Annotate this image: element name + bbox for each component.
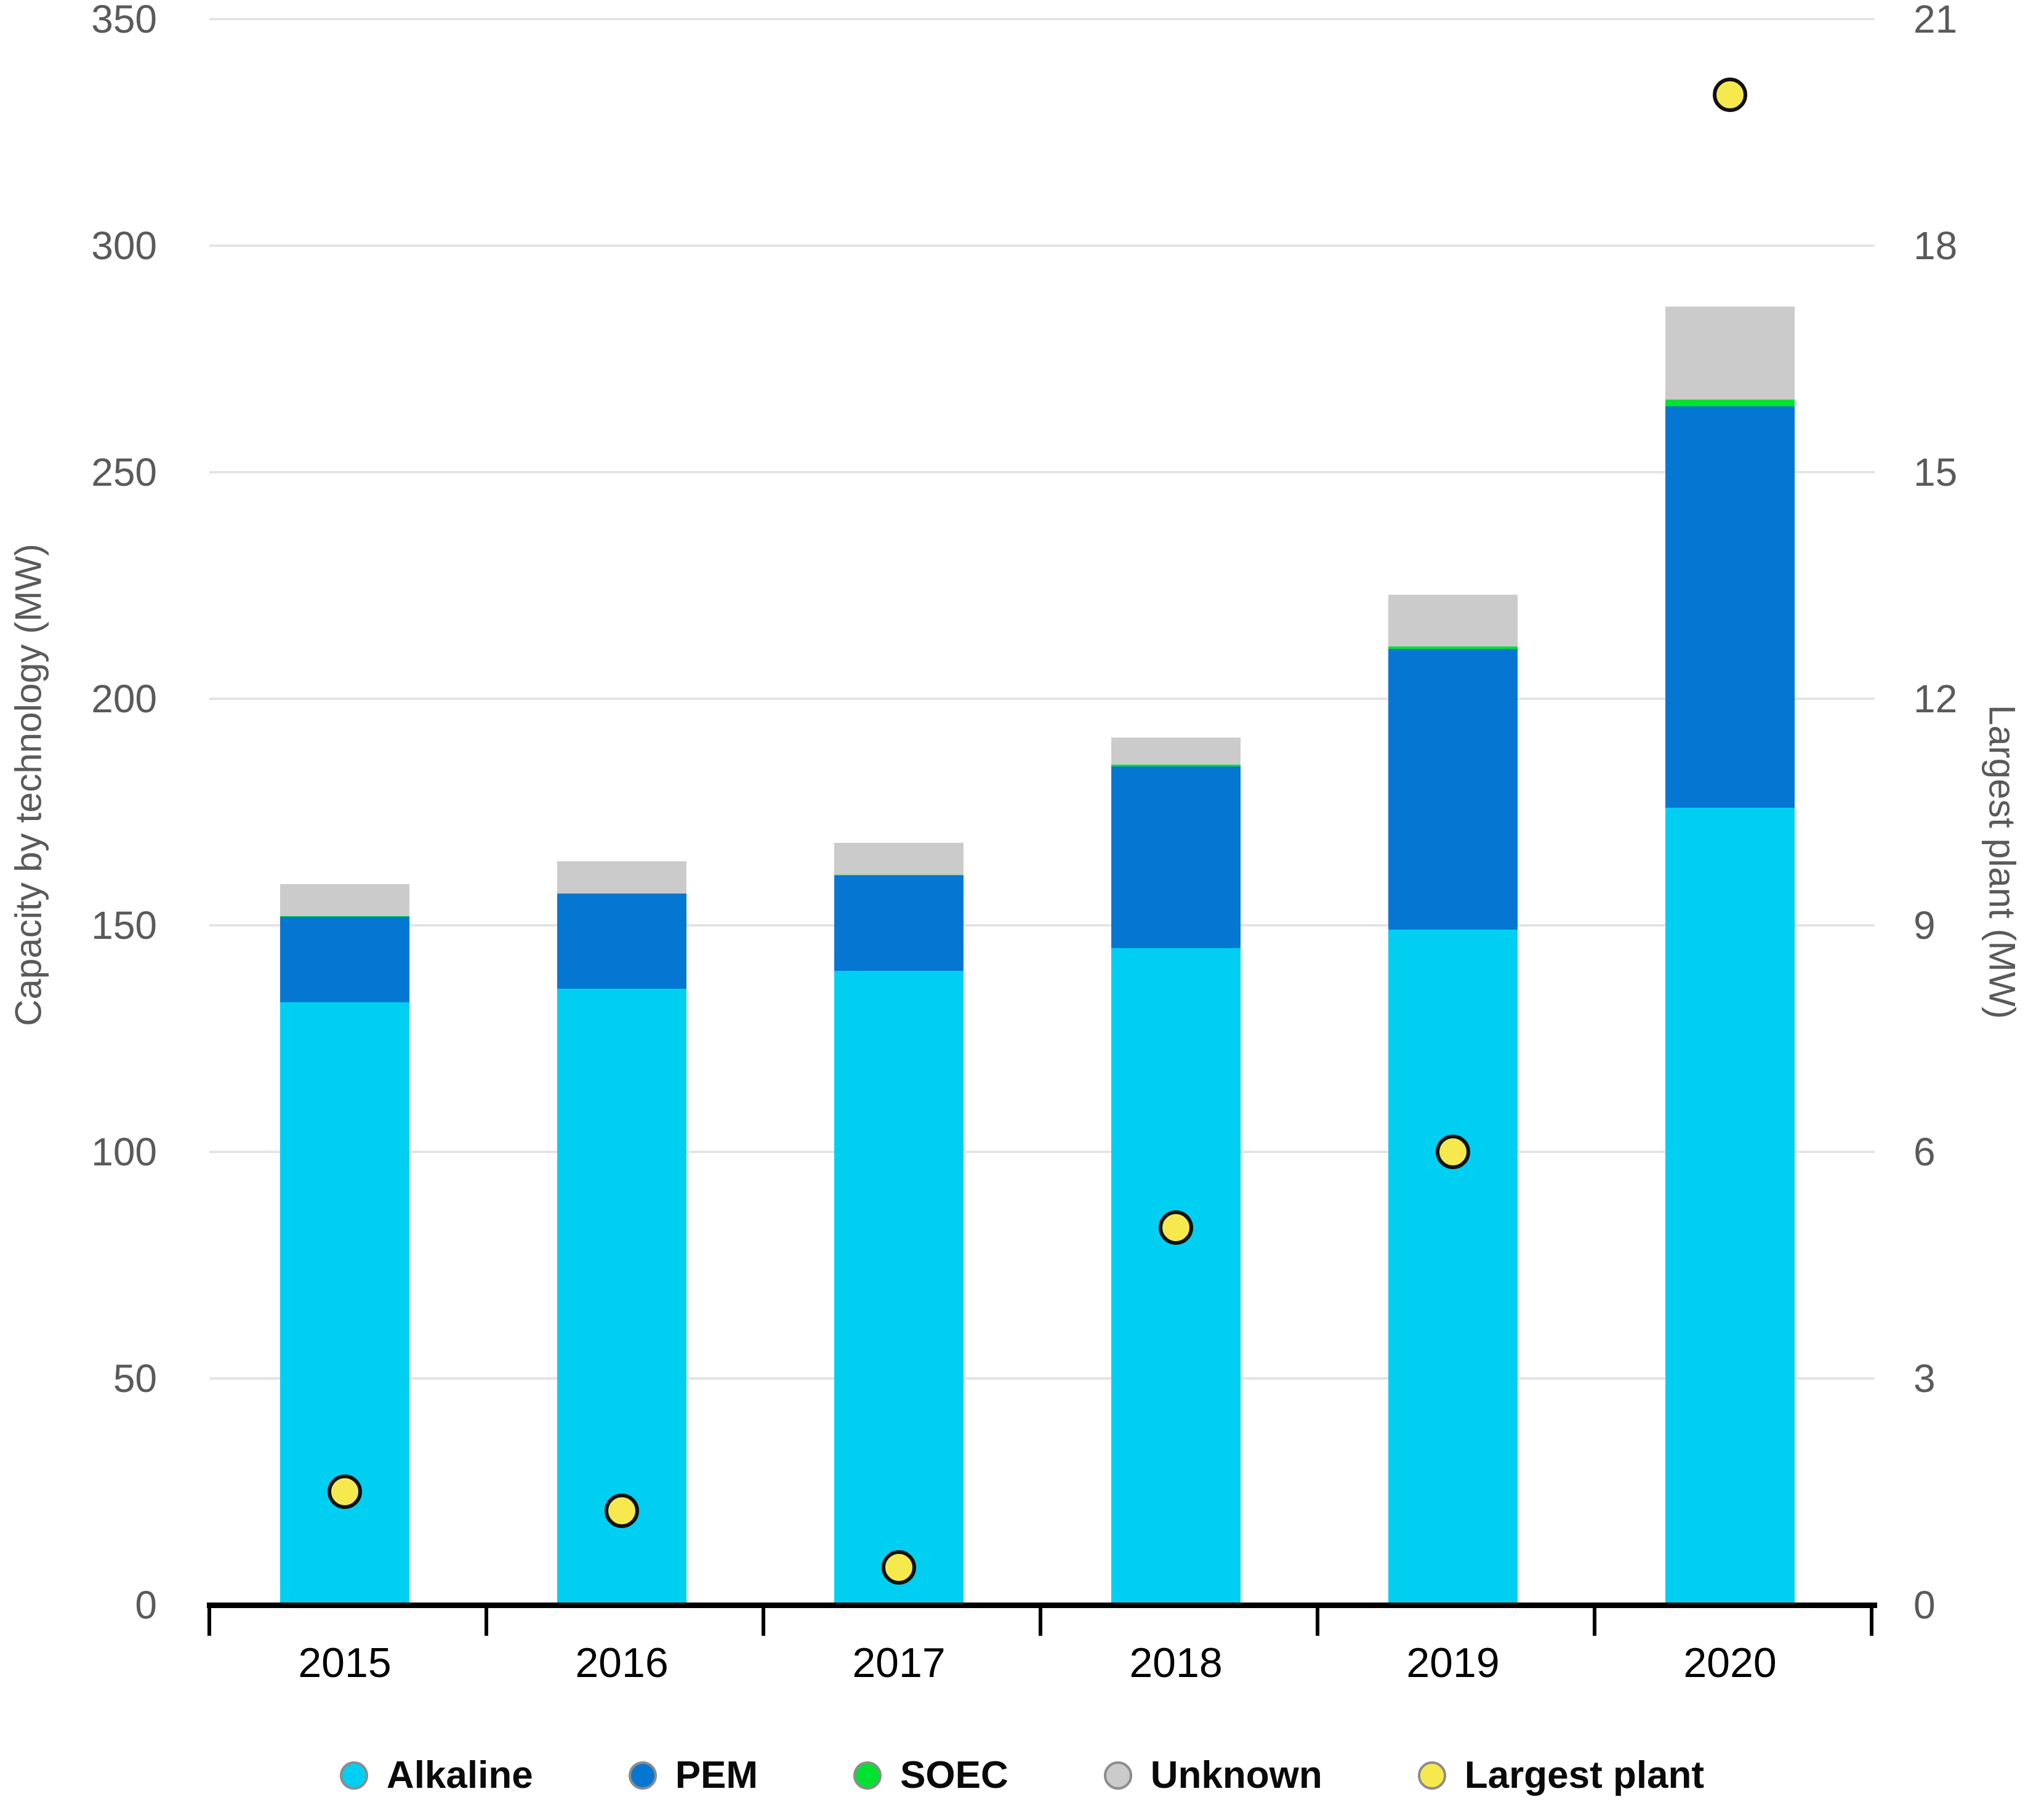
gridline — [209, 698, 1875, 700]
legend-label: Largest plant — [1464, 1754, 1705, 1796]
legend-label: Unknown — [1150, 1754, 1322, 1796]
bar-segment-pem-2019 — [1388, 649, 1518, 930]
legend-label: Alkaline — [386, 1754, 533, 1796]
bar-segment-soec-2015 — [280, 915, 409, 917]
bar-segment-alkaline-2020 — [1665, 807, 1795, 1605]
left-axis-tick-label: 0 — [135, 1583, 157, 1627]
bar-segment-pem-2017 — [834, 875, 964, 971]
bar-segment-alkaline-2015 — [280, 1002, 409, 1605]
bar-segment-unknown-2019 — [1388, 594, 1518, 647]
legend-item-soec: SOEC — [853, 1753, 1008, 1797]
bar-segment-unknown-2017 — [834, 843, 964, 875]
legend-item-largest-plant: Largest plant — [1417, 1753, 1705, 1797]
bar-segment-unknown-2016 — [557, 861, 686, 893]
bar-segment-soec-2020 — [1665, 400, 1795, 407]
x-axis-tick — [207, 1605, 211, 1636]
bar-segment-pem-2018 — [1111, 766, 1241, 948]
x-axis-tick — [485, 1605, 488, 1636]
bar-segment-unknown-2015 — [280, 884, 409, 916]
category-label-2018: 2018 — [1129, 1639, 1223, 1686]
legend-marker-soec-icon — [853, 1761, 882, 1790]
x-axis-tick — [762, 1605, 765, 1636]
right-axis-tick-label: 6 — [1913, 1130, 1936, 1174]
legend-marker-unknown-icon — [1103, 1761, 1132, 1790]
left-axis-tick-label: 300 — [91, 223, 157, 268]
legend-marker-largest-plant-icon — [1417, 1761, 1446, 1790]
right-axis-tick-label: 0 — [1913, 1583, 1936, 1627]
bar-segment-unknown-2018 — [1111, 738, 1241, 765]
gridline — [209, 471, 1875, 473]
bar-segment-soec-2019 — [1388, 646, 1518, 650]
left-axis-tick-label: 100 — [91, 1130, 157, 1174]
category-label-2016: 2016 — [575, 1639, 669, 1686]
category-label-2020: 2020 — [1683, 1639, 1777, 1686]
largest-plant-dot-2018 — [1159, 1210, 1193, 1245]
largest-plant-dot-2019 — [1436, 1135, 1470, 1169]
right-axis-tick-label: 15 — [1913, 450, 1958, 494]
left-axis-tick-label: 50 — [113, 1356, 157, 1401]
bar-segment-alkaline-2018 — [1111, 947, 1241, 1605]
right-axis-title: Largest plant (MW) — [1981, 704, 2023, 1020]
largest-plant-dot-2017 — [882, 1550, 916, 1585]
bar-segment-pem-2016 — [557, 893, 686, 989]
bar-segment-pem-2020 — [1665, 406, 1795, 808]
legend-marker-pem-icon — [628, 1761, 657, 1790]
right-axis-tick-label: 12 — [1913, 677, 1958, 721]
category-label-2019: 2019 — [1406, 1639, 1500, 1686]
left-axis-tick-label: 350 — [91, 0, 157, 41]
bar-segment-soec-2016 — [557, 893, 686, 894]
x-axis-tick — [1039, 1605, 1042, 1636]
legend-label: PEM — [675, 1754, 758, 1796]
x-axis-tick — [1316, 1605, 1319, 1636]
legend-marker-alkaline-icon — [339, 1761, 368, 1790]
left-axis-tick-label: 250 — [91, 450, 157, 494]
category-label-2015: 2015 — [298, 1639, 392, 1686]
category-label-2017: 2017 — [852, 1639, 946, 1686]
gridline — [209, 18, 1875, 20]
gridline — [209, 1151, 1875, 1153]
legend-item-alkaline: Alkaline — [339, 1753, 533, 1797]
largest-plant-dot-2015 — [328, 1474, 362, 1509]
bar-segment-unknown-2020 — [1665, 307, 1795, 400]
largest-plant-dot-2020 — [1713, 77, 1747, 112]
right-axis-tick-label: 9 — [1913, 903, 1936, 947]
left-axis-tick-label: 150 — [91, 903, 157, 947]
gridline — [209, 244, 1875, 247]
legend-label: SOEC — [900, 1754, 1008, 1796]
right-axis-tick-label: 21 — [1913, 0, 1958, 41]
legend: Alkaline PEM SOEC Unknown Largest plant — [0, 1753, 2044, 1797]
right-axis-tick-label: 18 — [1913, 223, 1958, 268]
right-axis-tick-label: 3 — [1913, 1356, 1936, 1401]
legend-item-pem: PEM — [628, 1753, 758, 1797]
x-axis-tick — [1870, 1605, 1873, 1636]
bar-segment-alkaline-2019 — [1388, 930, 1518, 1605]
bar-segment-pem-2015 — [280, 916, 409, 1003]
largest-plant-dot-2016 — [605, 1493, 639, 1528]
gridline — [209, 1377, 1875, 1380]
gridline — [209, 924, 1875, 927]
bar-segment-alkaline-2017 — [834, 970, 964, 1605]
left-axis-title: Capacity by technology (MW) — [7, 544, 49, 1026]
left-axis-tick-label: 200 — [91, 677, 157, 721]
bar-segment-soec-2018 — [1111, 765, 1241, 767]
x-axis-tick — [1593, 1605, 1596, 1636]
legend-item-unknown: Unknown — [1103, 1753, 1322, 1797]
